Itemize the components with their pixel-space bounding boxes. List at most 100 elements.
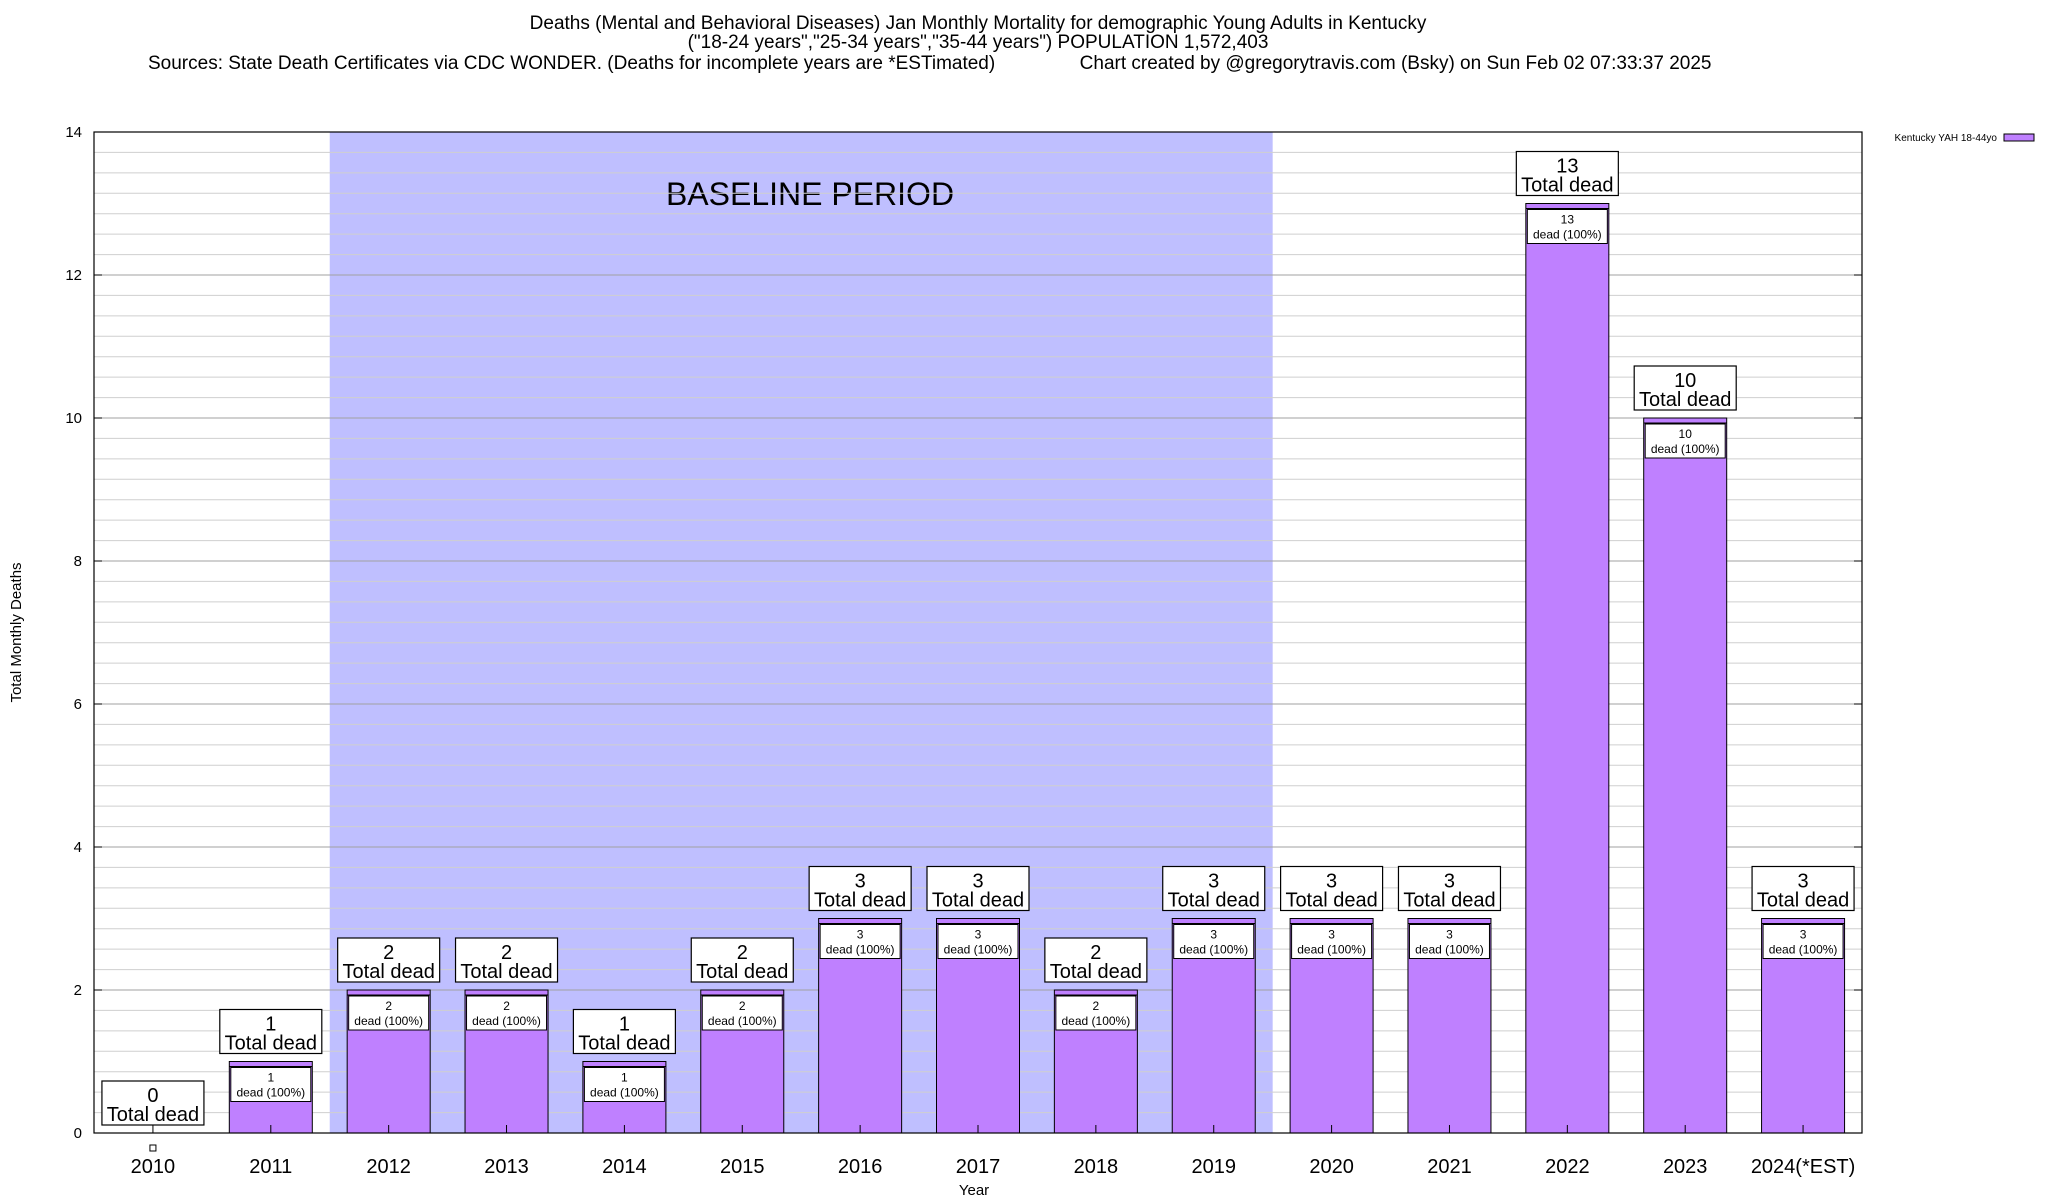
y-tick-label: 4 [74, 839, 82, 856]
x-tick-label: 2018 [1074, 1156, 1119, 1178]
x-tick-label: 2019 [1191, 1156, 1236, 1178]
total-label-value: 3 [1444, 871, 1455, 893]
inner-label-box [348, 995, 430, 1031]
inner-label-box [701, 995, 783, 1031]
total-label-text: Total dead [1403, 890, 1495, 912]
chart-title-line-1: Deaths (Mental and Behavioral Diseases) … [529, 13, 1427, 34]
total-label-box [337, 937, 441, 983]
total-label-text: Total dead [932, 890, 1024, 912]
total-label-value: 3 [1326, 871, 1337, 893]
total-label-text: Total dead [460, 961, 552, 983]
total-label-text: Total dead [107, 1104, 199, 1126]
inner-label-text: dead (100%) [1297, 943, 1366, 957]
inner-label-value: 2 [503, 999, 510, 1013]
x-axis-label: Year [959, 1182, 989, 1199]
inner-label-value: 2 [739, 999, 746, 1013]
inner-label-text: dead (100%) [1179, 943, 1248, 957]
y-tick-label: 0 [74, 1125, 82, 1142]
total-label-box [690, 937, 794, 983]
total-label-value: 10 [1674, 370, 1696, 392]
inner-label-text: dead (100%) [354, 1014, 423, 1028]
chart-title-line-3: Sources: State Death Certificates via CD… [148, 53, 1712, 74]
x-tick-label: 2013 [484, 1156, 529, 1178]
total-label-value: 13 [1556, 156, 1578, 178]
x-tick-label: 2016 [838, 1156, 883, 1178]
inner-label-text: dead (100%) [472, 1014, 541, 1028]
inner-label-box [1055, 995, 1137, 1031]
y-tick-label: 10 [65, 410, 82, 427]
inner-label-box [230, 1067, 312, 1102]
inner-label-text: dead (100%) [1769, 943, 1838, 957]
inner-label-value: 1 [621, 1071, 628, 1085]
total-label-value: 0 [147, 1085, 158, 1107]
inner-label-text: dead (100%) [590, 1086, 659, 1100]
total-label-value: 1 [265, 1014, 276, 1036]
total-label-value: 3 [1208, 871, 1219, 893]
x-tick-label: 2023 [1663, 1156, 1708, 1178]
legend-swatch [2003, 133, 2035, 142]
total-label-box [1751, 865, 1855, 912]
inner-label-text: dead (100%) [826, 943, 895, 957]
total-label-box [926, 865, 1030, 912]
inner-label-box [1408, 924, 1490, 959]
inner-label-text: dead (100%) [708, 1014, 777, 1028]
legend-label: Kentucky YAH 18-44yo [1895, 133, 1998, 144]
y-tick-label: 8 [74, 553, 82, 570]
x-tick-label: 2020 [1309, 1156, 1354, 1178]
inner-label-value: 3 [1210, 928, 1217, 942]
inner-label-value: 10 [1679, 427, 1693, 441]
inner-label-text: dead (100%) [1415, 943, 1484, 957]
total-label-value: 2 [1090, 942, 1101, 964]
x-tick-label: 2021 [1427, 1156, 1472, 1178]
x-tick-label: 2017 [956, 1156, 1001, 1178]
chart-title-line-2: ("18-24 years","25-34 years","35-44 year… [687, 32, 1269, 53]
total-label-text: Total dead [814, 890, 906, 912]
inner-label-box [1173, 924, 1255, 959]
x-tick-label: 2024(*EST) [1751, 1156, 1856, 1178]
total-label-value: 1 [619, 1014, 630, 1036]
inner-label-value: 2 [385, 999, 392, 1013]
inner-label-value: 3 [1800, 928, 1807, 942]
total-label-box [1633, 365, 1737, 411]
total-label-box [808, 865, 912, 912]
total-label-box [1397, 865, 1502, 912]
y-tick-label: 2 [74, 982, 82, 999]
total-label-value: 2 [737, 942, 748, 964]
y-axis-label: Total Monthly Deaths [8, 562, 25, 702]
total-label-text: Total dead [1639, 389, 1731, 411]
plot-frame [93, 131, 1863, 1134]
baseline-period-label: BASELINE PERIOD [666, 176, 954, 212]
total-label-value: 3 [855, 871, 866, 893]
x-tick-label: 2015 [720, 1156, 765, 1178]
x-tick-label: 2022 [1545, 1156, 1590, 1178]
inner-label-value: 3 [1446, 928, 1453, 942]
x-tick-label: 2014 [602, 1156, 647, 1178]
inner-label-text: dead (100%) [944, 943, 1013, 957]
bar [1643, 417, 1728, 1134]
inner-label-text: dead (100%) [236, 1086, 305, 1100]
total-label-text: Total dead [1285, 890, 1377, 912]
total-label-value: 2 [383, 942, 394, 964]
total-label-text: Total dead [1050, 961, 1142, 983]
inner-label-text: dead (100%) [1533, 228, 1602, 242]
total-label-value: 3 [972, 871, 983, 893]
inner-label-value: 3 [1328, 928, 1335, 942]
total-label-value: 3 [1798, 871, 1809, 893]
total-label-text: Total dead [1168, 890, 1260, 912]
inner-label-box [466, 995, 548, 1031]
y-tick-label: 12 [65, 267, 82, 284]
total-label-box [1044, 937, 1148, 983]
total-label-text: Total dead [1521, 175, 1613, 197]
total-label-text: Total dead [696, 961, 788, 983]
y-tick-label: 14 [65, 124, 82, 141]
inner-label-box [1526, 209, 1608, 244]
total-label-box [1515, 150, 1619, 197]
inner-label-box [583, 1067, 665, 1102]
inner-label-box [819, 924, 901, 959]
inner-label-value: 1 [267, 1071, 274, 1085]
total-label-box [572, 1008, 677, 1055]
x-tick-label: 2012 [366, 1156, 411, 1178]
total-label-box [101, 1080, 205, 1126]
total-label-text: Total dead [225, 1033, 317, 1055]
